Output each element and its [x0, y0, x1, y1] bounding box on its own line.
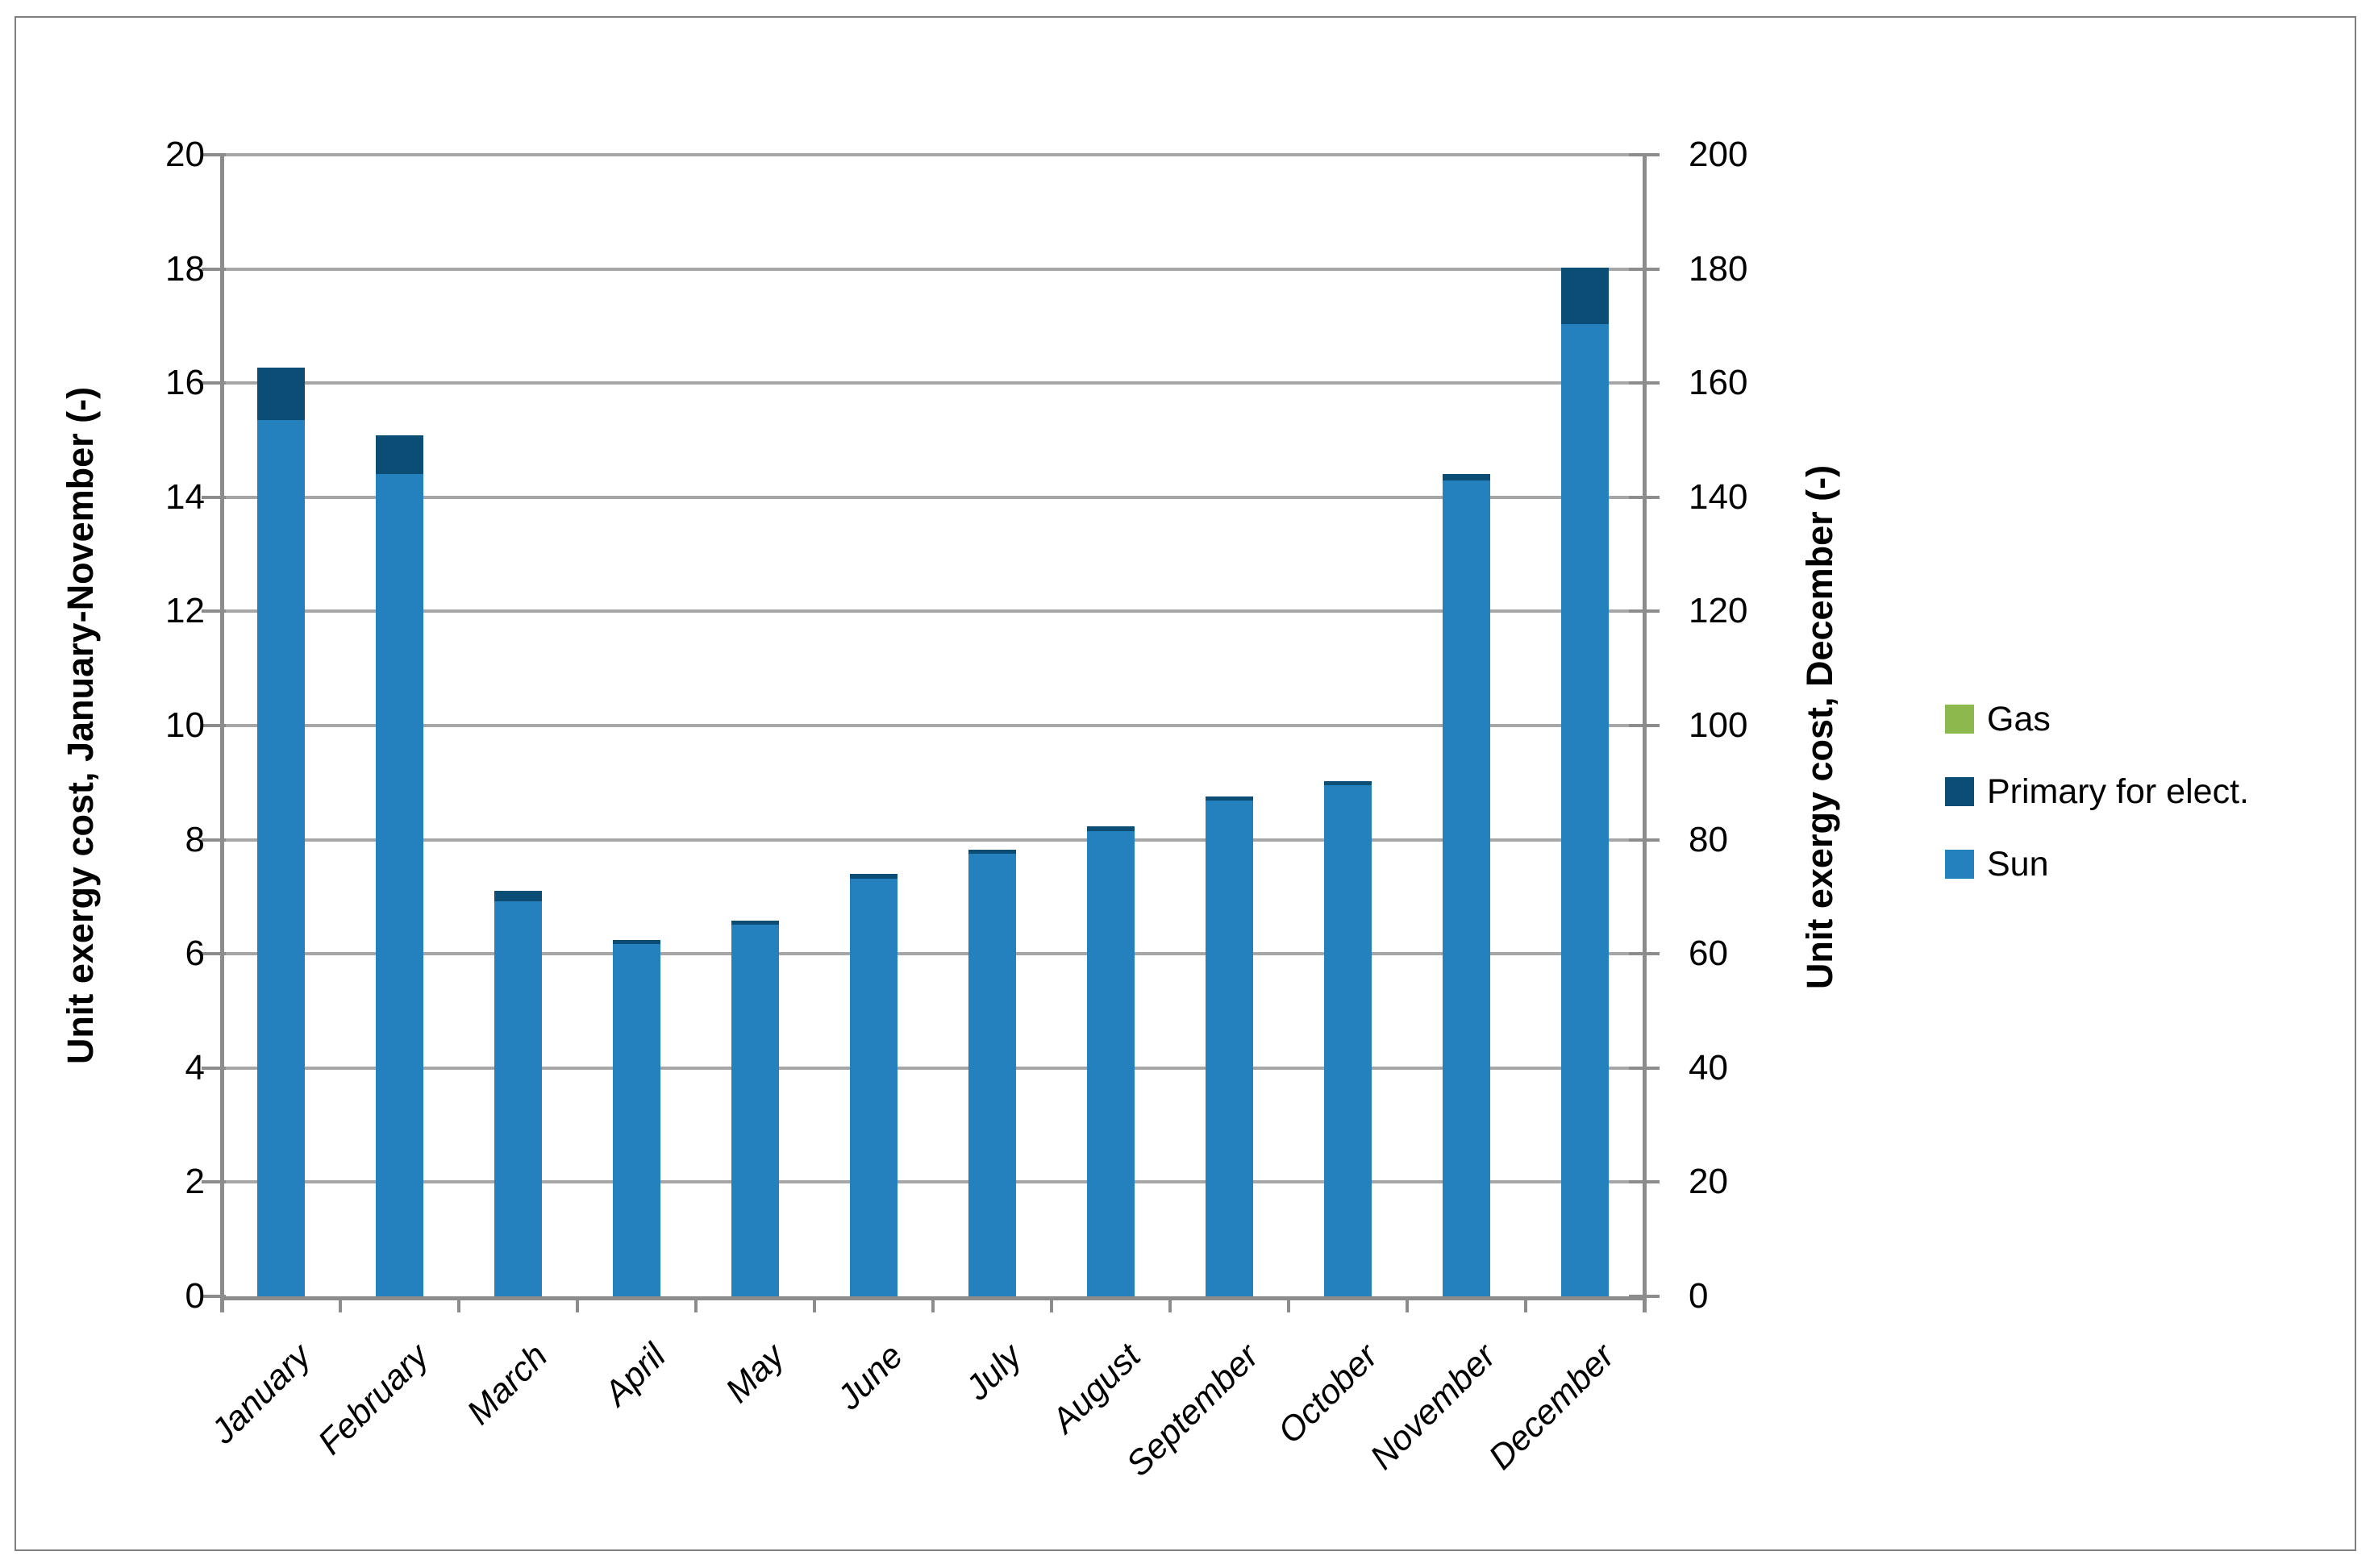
left-y-axis-line [220, 155, 224, 1312]
bar-segment-primary-for-elect--may [731, 921, 779, 925]
x-axis-tick [1287, 1296, 1290, 1312]
primary-swatch-icon [1945, 777, 1974, 806]
legend-label-primary: Primary for elect. [1987, 772, 2249, 811]
bar-segment-sun-december [1561, 323, 1609, 1296]
left-axis-tick-label: 12 [165, 591, 205, 631]
legend-item-gas: Gas [1945, 690, 2051, 748]
x-axis-tick [694, 1296, 698, 1312]
left-axis-tick [202, 1295, 226, 1298]
x-axis-tick [813, 1296, 816, 1312]
right-axis-tick-label: 200 [1689, 135, 1748, 174]
left-axis-tick-label: 8 [185, 819, 205, 859]
left-axis-tick [202, 609, 226, 613]
sun-swatch-icon [1945, 850, 1974, 879]
left-axis-tick [202, 838, 226, 842]
left-axis-tick-label: 4 [185, 1047, 205, 1088]
right-axis-tick-label: 20 [1689, 1162, 1728, 1202]
gridline [222, 495, 1644, 499]
bar-segment-sun-november [1443, 480, 1490, 1296]
right-axis-tick-label: 60 [1689, 934, 1728, 974]
bar-segment-primary-for-elect--april [613, 940, 660, 945]
bar-segment-primary-for-elect--march [494, 891, 542, 902]
x-axis-line [220, 1296, 1647, 1300]
right-axis-tick-label: 140 [1689, 476, 1748, 517]
bar-segment-sun-july [968, 853, 1016, 1296]
bar-segment-primary-for-elect--august [1087, 826, 1135, 831]
gas-swatch-icon [1945, 705, 1974, 734]
bar-segment-primary-for-elect--september [1206, 796, 1253, 801]
x-axis-tick [1168, 1296, 1172, 1312]
left-axis-tick [202, 952, 226, 956]
legend-item-primary: Primary for elect. [1945, 763, 2249, 821]
bar-segment-primary-for-elect--january [257, 368, 305, 421]
right-y-axis-line [1643, 155, 1647, 1312]
x-axis-tick [1050, 1296, 1053, 1312]
right-axis-tick-label: 180 [1689, 248, 1748, 289]
x-axis-tick [457, 1296, 460, 1312]
bar-segment-primary-for-elect--october [1324, 780, 1372, 785]
x-axis-tick [576, 1296, 579, 1312]
right-axis-tick-label: 0 [1689, 1276, 1709, 1316]
gridline [222, 1180, 1644, 1184]
bar-segment-sun-february [376, 474, 423, 1296]
left-axis-tick-label: 14 [165, 476, 205, 517]
left-axis-tick [202, 1180, 226, 1184]
x-axis-tick [1406, 1296, 1409, 1312]
left-axis-tick [202, 267, 226, 271]
bar-segment-sun-august [1087, 830, 1135, 1296]
bar-segment-primary-for-elect--july [968, 849, 1016, 854]
left-axis-tick [202, 724, 226, 727]
bar-segment-primary-for-elect--december [1561, 268, 1609, 324]
gridline [222, 381, 1644, 385]
bar-segment-primary-for-elect--february [376, 435, 423, 475]
gridline [222, 952, 1644, 956]
bar-segment-sun-march [494, 901, 542, 1296]
bar-segment-sun-september [1206, 800, 1253, 1296]
x-axis-tick [931, 1296, 935, 1312]
bar-segment-primary-for-elect--november [1443, 474, 1490, 480]
gridline [222, 838, 1644, 842]
bar-segment-sun-april [613, 944, 660, 1296]
bar-segment-sun-may [731, 925, 779, 1296]
gridline [222, 267, 1644, 271]
x-axis-tick [1524, 1296, 1527, 1312]
legend-label-sun: Sun [1987, 844, 2049, 884]
x-axis-tick [339, 1296, 342, 1312]
left-axis-tick [202, 495, 226, 499]
right-axis-tick-label: 120 [1689, 591, 1748, 631]
legend-label-gas: Gas [1987, 699, 2051, 738]
gridline [222, 1066, 1644, 1070]
gridline [222, 724, 1644, 727]
left-axis-tick-label: 0 [185, 1276, 205, 1316]
left-axis-title: Unit exergy cost, January-November (-) [60, 386, 101, 1065]
gridline [222, 609, 1644, 613]
left-axis-tick [202, 1066, 226, 1070]
left-axis-tick-label: 2 [185, 1162, 205, 1202]
left-axis-tick [202, 381, 226, 385]
bar-segment-primary-for-elect--june [850, 874, 898, 879]
left-axis-tick-label: 16 [165, 363, 205, 403]
gridline [222, 153, 1644, 156]
right-axis-title: Unit exergy cost, December (-) [1799, 464, 1840, 990]
legend-item-sun: Sun [1945, 835, 2049, 893]
right-axis-tick-label: 160 [1689, 363, 1748, 403]
left-axis-tick-label: 6 [185, 934, 205, 974]
bar-segment-sun-january [257, 420, 305, 1296]
left-axis-tick-label: 18 [165, 248, 205, 289]
right-axis-tick-label: 100 [1689, 705, 1748, 745]
left-axis-tick-label: 10 [165, 705, 205, 745]
right-axis-tick-label: 40 [1689, 1047, 1728, 1088]
bar-segment-sun-october [1324, 784, 1372, 1296]
bar-segment-sun-june [850, 878, 898, 1296]
right-axis-tick-label: 80 [1689, 819, 1728, 859]
left-axis-tick [202, 153, 226, 156]
left-axis-tick-label: 20 [165, 135, 205, 174]
